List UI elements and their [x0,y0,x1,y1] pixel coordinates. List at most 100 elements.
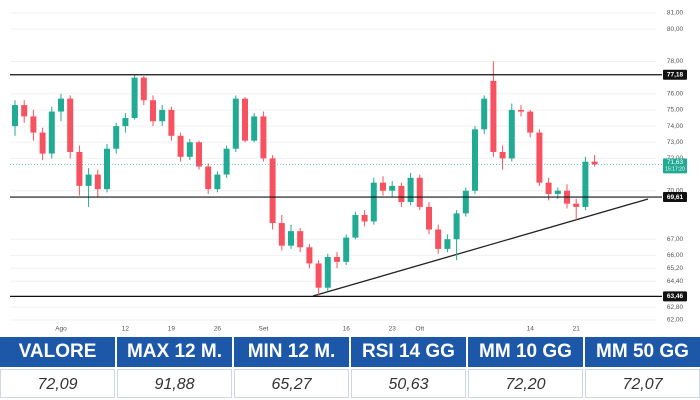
candle-body [573,203,580,207]
candle-body [242,98,248,141]
candle-body [94,174,101,190]
candle-body [416,177,423,207]
candle-body [324,256,331,288]
x-tick-label: 12 [122,326,130,333]
chart: 81,0080,0078,0076,0075,0074,0073,0072,00… [10,10,687,333]
candle-body [131,77,138,119]
x-tick-label: 14 [527,326,535,333]
candle-body [12,105,18,127]
y-tick-label: 67,00 [667,236,684,243]
level-label: 77,18 [667,71,684,78]
y-tick-label: 74,00 [667,123,684,130]
y-tick-label: 81,00 [667,10,684,17]
level-tag [663,192,687,203]
value-cell: 72,07 [585,369,700,398]
candle-body [527,111,534,133]
header-cell: MM 10 GG [468,337,583,367]
candle-body [462,190,469,214]
candle-body [186,142,193,157]
overlay: 81,0080,0078,0076,0075,0074,0073,0072,00… [10,10,687,333]
trend-line [312,198,649,297]
x-tick-label: 23 [389,326,397,333]
candle-body [288,231,294,246]
candle-body [518,109,524,112]
value-cell: 65,27 [234,369,349,398]
candle-body [140,77,147,101]
candle-body [472,129,478,191]
candle-body [545,182,552,194]
candle-body [315,263,322,288]
candle-body [67,98,74,152]
header-cell: VALORE [0,337,115,367]
candle-body [223,148,230,175]
candle-body [361,214,368,222]
candle-body [453,213,460,240]
candle-body [159,109,166,122]
candle-body [389,185,396,191]
y-tick-label: 80,00 [667,26,684,33]
x-tick-label: Set [259,326,269,333]
candle-body [426,206,432,230]
level-label: 69,61 [667,194,684,201]
y-tick-label: 78,00 [667,58,684,65]
stats-table: VALORE MAX 12 M. MIN 12 M. RSI 14 GG MM 10 G… [0,337,700,398]
x-tick-label: Ago [55,326,67,333]
x-tick-label: 21 [573,326,581,333]
value-cell: 91,88 [117,369,232,398]
candle-body [444,239,451,249]
y-tick-label: 66,00 [667,252,684,259]
candle-body [104,148,110,190]
candle-body [352,214,359,238]
candle-body [177,135,184,157]
level-tag [663,69,687,80]
candle-body [30,116,37,133]
y-tick-label: 75,00 [667,107,684,114]
candle-body [334,256,340,262]
candle-body [343,237,350,262]
candle-body [536,132,543,183]
y-tick-label: 70,00 [667,187,684,194]
candle-body [278,223,285,246]
x-tick-label: 19 [168,326,176,333]
value-cell: 72,20 [468,369,583,398]
candle-body [232,98,239,149]
candle-body [481,98,488,130]
candle-body [214,174,221,190]
candle-body [205,166,212,190]
candle-body [591,161,598,165]
candle-body [582,161,589,207]
last-price-label: 71,63 [667,159,684,166]
x-tick-label: Ott [415,326,424,333]
candle-body [435,229,442,249]
candle-body [58,98,64,112]
candle-body [490,80,497,152]
level-label: 63,46 [667,293,684,300]
y-tick-label: 64,40 [667,278,684,285]
candle-body [39,132,46,154]
level-tag [663,291,687,302]
candle-body [85,174,92,186]
candle-body [398,185,405,203]
last-price-tag [663,158,687,174]
x-tick-label: 26 [214,326,222,333]
candle-body [499,151,506,159]
candle-body [554,190,561,194]
header-cell: MIN 12 M. [234,337,349,367]
candle-body [168,109,175,136]
candle-body [251,116,258,141]
y-tick-label: 73,00 [667,139,684,146]
header-cell: MM 50 GG [585,337,700,367]
y-tick-label: 62,80 [667,304,684,311]
candle-body [150,100,156,122]
candle-body [297,231,304,248]
candle-body [306,247,313,264]
candle-body [76,151,83,186]
header-cell: MAX 12 M. [117,337,232,367]
value-cell: 72,09 [0,369,115,398]
y-tick-label: 65,20 [667,265,684,272]
candle-body [113,126,120,149]
candle-body [48,111,55,154]
candle-body [21,105,28,117]
last-price-timer: 15:17:20 [665,167,685,173]
